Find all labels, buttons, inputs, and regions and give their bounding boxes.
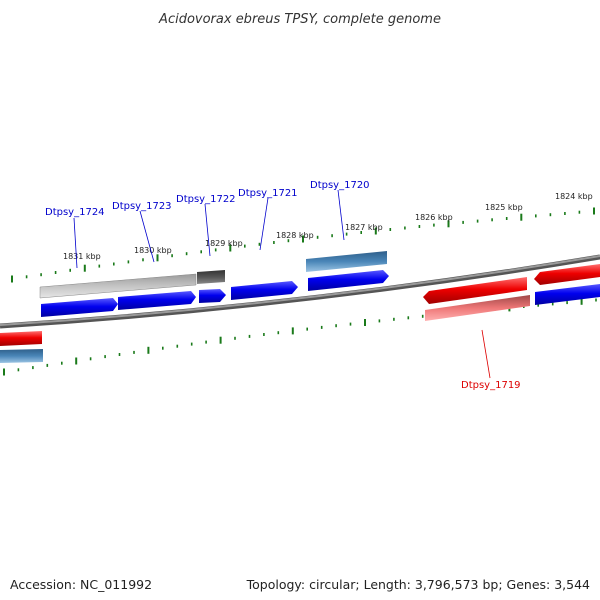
gene-label-dtpsy-1719[interactable]: Dtpsy_1719 — [461, 380, 521, 391]
scale-label-1830-kbp: 1830 kbp — [134, 246, 172, 255]
scale-label-1825-kbp: 1825 kbp — [485, 203, 523, 212]
cds-arrow-forward[interactable] — [118, 291, 196, 310]
leader-line — [481, 329, 491, 379]
scale-label-1831-kbp: 1831 kbp — [63, 252, 101, 261]
scale-label-1826-kbp: 1826 kbp — [415, 213, 453, 222]
cds-arrow-reverse[interactable] — [0, 331, 42, 346]
gene-label-dtpsy-1722[interactable]: Dtpsy_1722 — [176, 194, 236, 205]
topology-text: Topology: circular; Length: 3,796,573 bp… — [246, 577, 590, 592]
cds-arrow-forward[interactable] — [199, 289, 226, 303]
gene-label-dtpsy-1724[interactable]: Dtpsy_1724 — [45, 207, 105, 218]
cds-arrow-reverse[interactable] — [534, 264, 600, 285]
scale-labels: 1831 kbp 1830 kbp 1829 kbp 1828 kbp 1827… — [63, 192, 593, 261]
scale-label-1827-kbp: 1827 kbp — [345, 223, 383, 232]
gene-feature-pink[interactable] — [425, 295, 530, 321]
leader-line — [337, 189, 345, 241]
cds-arrow-forward[interactable] — [535, 284, 600, 305]
gene-label-dtpsy-1721[interactable]: Dtpsy_1721 — [238, 188, 298, 199]
leader-line — [73, 217, 78, 269]
accession-text: Accession: NC_011992 — [10, 577, 153, 592]
gene-label-dtpsy-1720[interactable]: Dtpsy_1720 — [310, 180, 370, 191]
leader-line — [259, 197, 269, 251]
leader-line — [139, 210, 155, 263]
scale-ticks-outer — [11, 207, 595, 283]
outer-feature-track — [0, 251, 530, 363]
cds-arrow-reverse[interactable] — [423, 277, 527, 304]
gene-label-dtpsy-1723[interactable]: Dtpsy_1723 — [112, 201, 172, 212]
cds-arrow-forward[interactable] — [41, 298, 118, 317]
leader-line — [204, 203, 211, 257]
scale-label-1828-kbp: 1828 kbp — [276, 231, 314, 240]
gene-feature-dark[interactable] — [197, 270, 225, 284]
gene-feature-steel[interactable] — [306, 251, 387, 272]
genome-backbone-highlight — [0, 255, 600, 326]
cds-arrow-forward[interactable] — [231, 281, 298, 300]
scale-label-1829-kbp: 1829 kbp — [205, 239, 243, 248]
gene-feature-gray[interactable] — [39, 273, 197, 299]
cds-arrow-forward[interactable] — [308, 270, 389, 291]
cds-track — [0, 264, 600, 346]
gene-feature-steel-left[interactable] — [0, 349, 43, 363]
map-title: Acidovorax ebreus TPSY, complete genome — [158, 12, 441, 27]
gene-labels: Dtpsy_1724 Dtpsy_1723 Dtpsy_1722 Dtpsy_1… — [45, 180, 521, 391]
scale-label-1824-kbp: 1824 kbp — [555, 192, 593, 201]
